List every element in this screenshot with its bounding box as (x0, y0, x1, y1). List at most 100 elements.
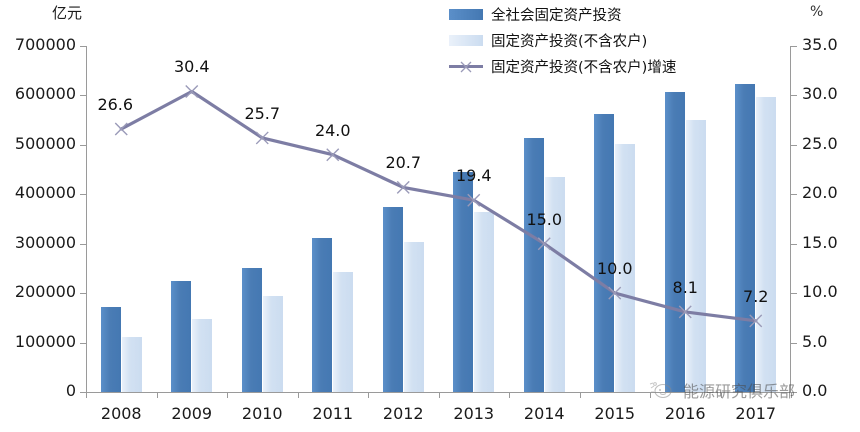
bar-total-investment (312, 238, 333, 392)
y-tick-label-right: 35.0 (802, 35, 838, 54)
bar-investment-excl-rural (403, 242, 424, 392)
data-label-growth: 7.2 (743, 286, 769, 306)
data-label-growth: 8.1 (672, 277, 698, 297)
bar-total-investment (171, 281, 192, 392)
y-tick-label-left: 700000 (14, 35, 76, 54)
x-tick-label: 2014 (523, 404, 565, 423)
legend-swatch-bar-dark (449, 9, 483, 20)
legend-swatch-line-x (449, 61, 483, 73)
left-axis-unit: 亿元 (52, 4, 83, 22)
bar-investment-excl-rural (474, 212, 495, 392)
y-tick-label-right: 0.0 (802, 381, 828, 400)
y-tick-right (791, 243, 797, 245)
bar-investment-excl-rural (756, 96, 777, 392)
x-tick-label: 2012 (382, 404, 424, 423)
y-tick-right (791, 46, 797, 47)
bar-total-investment (100, 306, 121, 392)
y-tick-right (791, 293, 797, 295)
bar-investment-excl-rural (333, 272, 354, 392)
y-tick-label-right: 15.0 (802, 232, 838, 252)
y-tick-right (791, 194, 797, 196)
y-tick-right (791, 95, 797, 97)
data-label-growth: 24.0 (314, 120, 351, 140)
y-tick-label-left: 100000 (14, 331, 76, 351)
data-label-growth: 10.0 (596, 259, 633, 279)
right-axis-unit: % (810, 4, 824, 20)
y-tick-label-left: 600000 (14, 84, 76, 104)
legend-label-1: 固定资产投资(不含农户) (491, 34, 648, 50)
bar-investment-excl-rural (192, 318, 213, 392)
data-label-growth: 19.4 (455, 166, 492, 186)
data-label-growth: 25.7 (244, 103, 281, 123)
x-tick (438, 392, 440, 398)
x-tick (156, 392, 158, 398)
legend-swatch-bar-light (449, 35, 483, 46)
x-tick (650, 392, 651, 398)
x-tick-label: 2017 (735, 404, 777, 423)
x-tick-label: 2015 (594, 404, 636, 423)
plot-area (86, 46, 791, 392)
y-tick-label-left: 300000 (14, 232, 76, 252)
y-tick-label-left: 200000 (14, 282, 76, 302)
x-tick (720, 392, 722, 398)
x-tick-label: 2008 (100, 404, 142, 423)
y-axis-right (790, 46, 791, 393)
y-tick-label-right: 10.0 (802, 282, 838, 302)
x-tick-label: 2011 (312, 404, 354, 423)
y-tick-right (791, 144, 797, 146)
bar-total-investment (453, 171, 474, 392)
legend-item-total-investment[interactable]: 全社会固定资产投资 (449, 4, 676, 25)
y-tick-right (791, 392, 797, 393)
x-tick (791, 392, 792, 398)
x-tick-label: 2010 (241, 404, 283, 423)
bar-total-investment (382, 207, 403, 392)
bar-total-investment (735, 84, 756, 392)
bar-total-investment (594, 114, 615, 392)
data-label-growth: 30.4 (173, 57, 210, 77)
data-label-growth: 15.0 (526, 209, 563, 229)
x-tick (297, 392, 299, 398)
y-tick-left (80, 243, 86, 245)
y-tick-label-right: 20.0 (802, 183, 838, 203)
y-tick-left (80, 342, 86, 344)
legend-label-0: 全社会固定资产投资 (491, 8, 622, 24)
y-tick-left (80, 392, 86, 393)
y-tick-left (80, 46, 86, 47)
y-tick-label-left: 0 (65, 381, 76, 400)
watermark-text: 能源研究俱乐部 (683, 382, 796, 401)
y-tick-label-right: 5.0 (802, 331, 828, 351)
y-tick-label-left: 500000 (14, 133, 76, 153)
bar-investment-excl-rural (685, 119, 706, 392)
data-label-growth: 26.6 (97, 95, 134, 115)
chart-legend: 全社会固定资产投资 固定资产投资(不含农户) 固定资产投资(不含农户)增速 (449, 4, 676, 77)
y-tick-left (80, 95, 86, 97)
x-tick (227, 392, 228, 398)
bar-total-investment (241, 267, 262, 392)
x-tick (509, 392, 510, 398)
legend-item-excl-rural[interactable]: 固定资产投资(不含农户) (449, 30, 676, 51)
y-tick-right (791, 342, 797, 344)
y-tick-label-right: 25.0 (802, 133, 838, 153)
x-tick (579, 392, 581, 398)
legend-item-growth-rate[interactable]: 固定资产投资(不含农户)增速 (449, 56, 676, 77)
y-tick-label-left: 400000 (14, 183, 76, 203)
watermark: 能源研究俱乐部 (648, 378, 795, 402)
y-axis-left (86, 46, 87, 393)
bar-investment-excl-rural (262, 296, 283, 392)
y-tick-label-right: 30.0 (802, 84, 838, 104)
bar-total-investment (664, 91, 685, 392)
x-marker-icon (460, 61, 472, 73)
data-label-growth: 20.7 (385, 153, 422, 173)
x-tick-label: 2009 (171, 404, 213, 423)
bar-investment-excl-rural (121, 336, 142, 392)
x-tick (368, 392, 369, 398)
x-tick-label: 2016 (664, 404, 706, 423)
y-tick-left (80, 144, 86, 146)
bar-total-investment (523, 138, 544, 392)
x-tick-label: 2013 (453, 404, 495, 423)
y-tick-left (80, 293, 86, 295)
cloud-smiley-icon (649, 382, 672, 399)
y-tick-left (80, 194, 86, 196)
x-tick (86, 392, 87, 398)
